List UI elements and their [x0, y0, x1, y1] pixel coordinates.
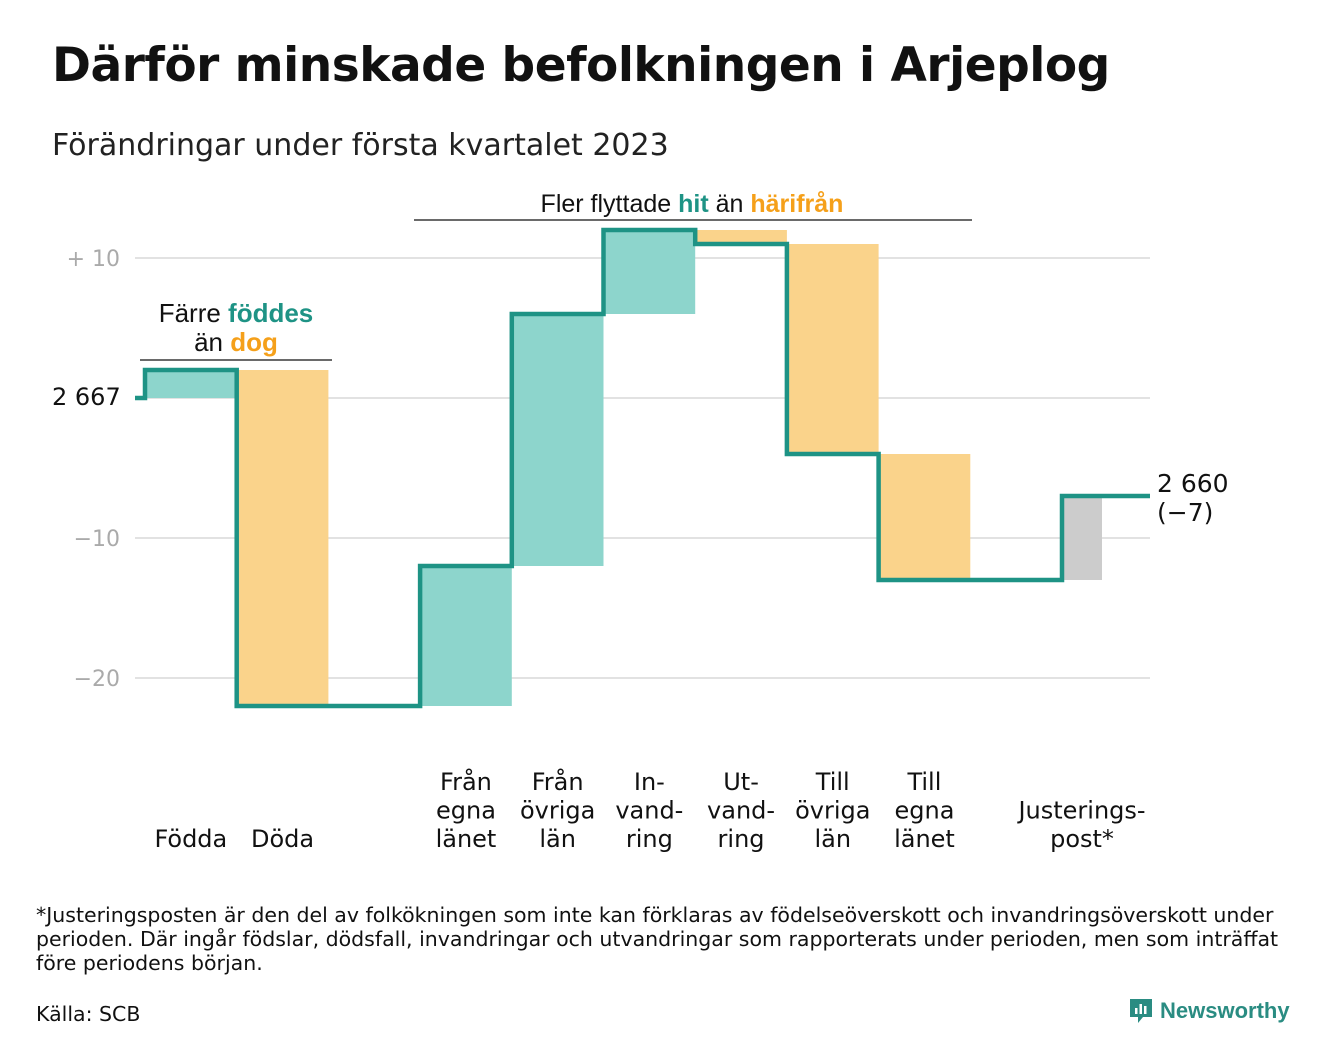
category-label: Från	[532, 767, 584, 796]
category-label: ring	[626, 825, 673, 853]
category-label: vand-	[615, 797, 683, 825]
newsworthy-logo-icon	[1130, 999, 1152, 1023]
category-label: länet	[894, 825, 955, 853]
category-label: Födda	[154, 825, 227, 853]
footnote: *Justeringsposten är den del av folkökni…	[36, 903, 1279, 975]
category-label: län	[539, 825, 576, 853]
annotation-segment: än	[709, 190, 751, 218]
annotation-births-deaths: än dog	[194, 327, 278, 357]
bar-doda	[236, 370, 329, 706]
bar-fran-egna-lanet	[420, 566, 512, 706]
category-label: Från	[440, 767, 492, 796]
waterfall-bars	[145, 230, 1102, 706]
category-label: Till	[906, 768, 941, 796]
source-note: Källa: SCB	[36, 1002, 141, 1026]
category-label: Till	[815, 768, 850, 796]
category-label: egna	[894, 797, 954, 825]
category-label: In-	[634, 768, 665, 796]
annotation-segment: föddes	[228, 298, 313, 328]
category-label: Döda	[251, 825, 314, 853]
y-tick-label: + 10	[67, 247, 120, 272]
annotation-births-deaths: Färre föddes	[159, 298, 314, 328]
category-label: ring	[718, 825, 765, 853]
category-label: vand-	[707, 797, 775, 825]
category-labels: Födda DödaFrånegnalänetFrånövrigalänIn-va…	[154, 767, 1145, 853]
category-label: egna	[436, 797, 496, 825]
category-label: post*	[1050, 825, 1114, 853]
y-tick-label: −20	[74, 667, 120, 692]
end-value-label: 2 660	[1157, 469, 1229, 498]
end-value-label: (−7)	[1157, 498, 1213, 527]
category-label: övriga	[795, 797, 870, 825]
brand-name: Newsworthy	[1160, 998, 1290, 1023]
annotation-segment: Färre	[159, 298, 228, 328]
annotation-segment: Fler flyttade	[541, 190, 679, 218]
category-label: län	[814, 825, 851, 853]
bar-fran-ovriga-lan	[511, 314, 604, 566]
category-label: övriga	[520, 797, 595, 825]
bar-invandring	[603, 230, 696, 314]
annotation-segment: härifrån	[750, 190, 843, 218]
start-value-label: 2 667	[52, 383, 121, 411]
chart-subtitle: Förändringar under första kvartalet 2023	[52, 128, 669, 163]
category-label: Justerings-	[1016, 797, 1145, 825]
bar-justeringspost	[1062, 496, 1102, 580]
cumulative-line	[135, 227, 1150, 709]
annotation-segment: hit	[678, 190, 709, 218]
annotation-migration: Fler flyttade hit än härifrån	[541, 190, 844, 218]
y-tick-label: −10	[74, 527, 120, 552]
bar-utvandring	[695, 230, 787, 244]
annotation-segment: dog	[230, 327, 278, 357]
cumulative-line-path	[135, 227, 1150, 709]
value-labels: 2 667 2 660(−7)	[52, 383, 1229, 527]
bar-till-egna-lanet	[878, 454, 971, 580]
bar-till-ovriga-lan	[786, 244, 879, 454]
category-label: länet	[436, 825, 497, 853]
chart-title: Därför minskade befolkningen i Arjeplog	[52, 38, 1110, 93]
annotation-segment: än	[194, 327, 230, 357]
brand-logo: Newsworthy	[1128, 997, 1290, 1025]
y-tick-labels: + 10 −10 −20	[67, 247, 120, 692]
category-label: Ut-	[723, 768, 759, 796]
bar-fodda	[145, 370, 237, 398]
